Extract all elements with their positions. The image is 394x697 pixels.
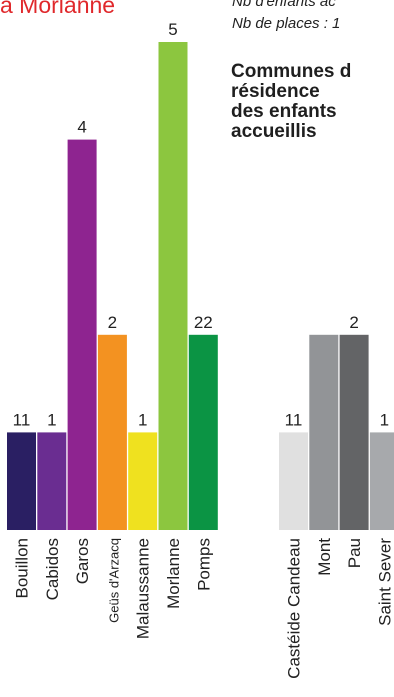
bar-value-label: 1	[138, 410, 147, 429]
bar-cabidos	[37, 432, 67, 530]
bar-pau	[339, 334, 369, 530]
places-count-info: Nb de places : 1	[232, 15, 341, 32]
communes-heading: Communes d résidence des enfants accueil…	[231, 62, 394, 142]
category-label: Pau	[345, 538, 364, 568]
bar-malaussanne	[128, 432, 158, 530]
category-label: Castéide Candeau	[285, 538, 304, 679]
bar-ge-s-d-arzacq	[97, 334, 127, 530]
bar-value-label: 11	[285, 410, 303, 429]
bar-bouillon	[7, 432, 36, 530]
bar-value-label: 2	[108, 313, 117, 332]
category-label: Malaussanne	[134, 538, 153, 639]
category-label: Saint Sever	[375, 538, 394, 626]
bar-pomps	[188, 334, 218, 530]
category-label: Bouillon	[13, 538, 32, 599]
communes-heading-line: des enfants	[231, 101, 337, 122]
bar-garos	[67, 139, 97, 530]
category-label: Mont	[315, 538, 334, 576]
bar-value-label: 11	[13, 410, 31, 429]
bar-morlanne	[158, 42, 188, 530]
communes-heading-line: résidence	[231, 81, 320, 102]
bar-value-label: 1	[47, 410, 56, 429]
category-label: Geüs d'Arzacq	[106, 538, 121, 623]
category-label: Garos	[73, 538, 92, 584]
bar-value-label: 2	[349, 313, 358, 332]
bar-mont	[309, 334, 339, 530]
communes-heading-line: accueillis	[231, 121, 317, 142]
category-label: Pomps	[194, 538, 213, 591]
bar-cast-ide-candeau	[279, 432, 308, 530]
bar-value-label: 5	[168, 20, 177, 39]
children-count-info: Nb d'enfants ac	[232, 0, 336, 10]
category-label: Cabidos	[43, 538, 62, 600]
bar-value-label: 22	[194, 313, 213, 332]
category-label: Morlanne	[164, 538, 183, 609]
bar-saint-sever	[369, 432, 394, 530]
bar-value-label: 4	[77, 118, 86, 137]
communes-heading-line: Communes d	[231, 61, 352, 82]
bar-value-label: 1	[380, 410, 389, 429]
chart-title: a Morlanne	[0, 0, 116, 18]
